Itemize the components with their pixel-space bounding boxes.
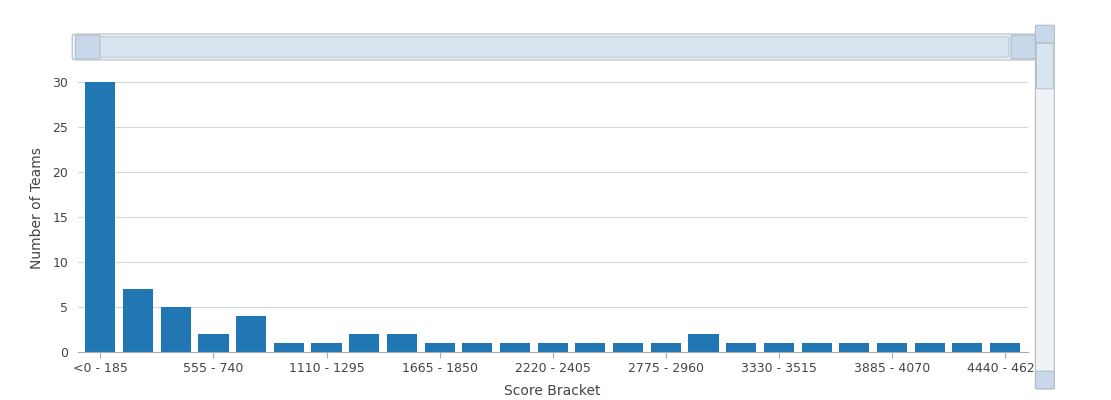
Bar <box>575 343 605 352</box>
Bar <box>273 343 304 352</box>
Bar <box>763 343 794 352</box>
Bar <box>123 289 153 352</box>
Title: Score Distribution: Score Distribution <box>453 35 652 54</box>
Bar <box>311 343 342 352</box>
Bar <box>990 343 1020 352</box>
Bar <box>952 343 982 352</box>
Bar <box>801 343 832 352</box>
Bar <box>727 343 757 352</box>
Bar <box>462 343 492 352</box>
Bar <box>500 343 530 352</box>
Y-axis label: Number of Teams: Number of Teams <box>30 147 43 269</box>
Bar <box>651 343 681 352</box>
Bar <box>387 334 417 352</box>
Bar <box>349 334 379 352</box>
Bar <box>877 343 907 352</box>
Bar <box>86 82 116 352</box>
Bar <box>689 334 719 352</box>
Bar <box>538 343 568 352</box>
Bar <box>613 343 643 352</box>
Bar <box>839 343 869 352</box>
Bar <box>236 316 267 352</box>
Bar <box>914 343 944 352</box>
Bar <box>161 307 191 352</box>
Bar <box>199 334 229 352</box>
X-axis label: Score Bracket: Score Bracket <box>504 384 601 398</box>
Bar <box>424 343 454 352</box>
